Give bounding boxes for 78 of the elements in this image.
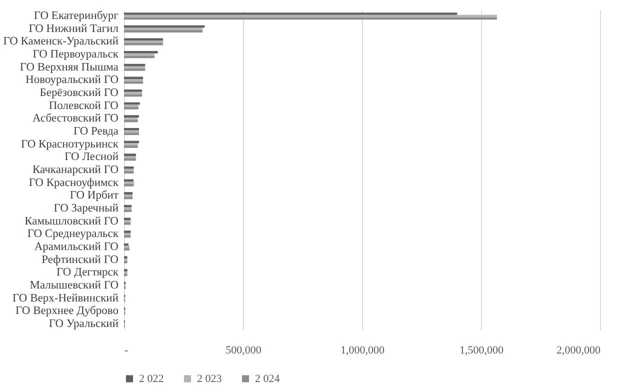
y-tick-label: ГО Верхняя Пышма (20, 61, 118, 74)
bar (124, 90, 142, 92)
x-tick-label: 500,000 (226, 344, 262, 356)
x-tick-label: 1,500,000 (460, 344, 504, 356)
y-tick-label: ГО Каменск-Уральский (3, 36, 118, 48)
y-tick-label: ГО Лесной (64, 151, 118, 164)
bar (124, 30, 203, 32)
bar (124, 230, 131, 233)
bar (124, 38, 164, 41)
bar (124, 118, 138, 120)
bar (124, 40, 164, 43)
y-tick-label: ГО Нижний Тагил (28, 22, 119, 35)
bar (124, 115, 139, 118)
y-tick-label: Качканарский ГО (32, 164, 118, 176)
legend-label: 2 024 (255, 372, 280, 385)
bar (124, 56, 154, 58)
bar (124, 28, 203, 30)
bar (124, 171, 134, 174)
y-tick-label: Рефтинский ГО (42, 254, 118, 266)
bar (124, 143, 138, 146)
bar (124, 104, 139, 108)
y-tick-label: Берёзовский ГО (40, 87, 118, 100)
legend-label: 2 022 (139, 372, 164, 385)
y-tick-label: ГО Уральский (48, 318, 118, 330)
bar (124, 154, 136, 156)
x-tick-label: 2,000,000 (556, 344, 601, 356)
bar (124, 107, 139, 110)
bar (124, 271, 128, 274)
bar (124, 220, 131, 222)
bar (124, 232, 131, 236)
bar (124, 184, 134, 186)
y-tick-label: ГО Краснотурьинск (20, 138, 119, 150)
bar (124, 192, 133, 194)
bar (124, 222, 131, 225)
y-tick-label: ГО Заречный (54, 202, 118, 214)
legend-label: 2 023 (197, 372, 222, 385)
bar (124, 256, 128, 259)
bar (124, 248, 130, 250)
bar (124, 14, 497, 18)
y-tick-label: Камышловский ГО (24, 215, 118, 228)
y-tick-label: ГО Ирбит (70, 190, 118, 202)
bar (124, 12, 458, 15)
y-tick-label: ГО Верх-Нейвинский (12, 292, 118, 304)
y-tick-label: ГО Дегтярск (56, 266, 119, 279)
bar (124, 66, 146, 69)
bar (124, 166, 134, 169)
y-tick-label: Малышевский ГО (30, 279, 118, 292)
bar (124, 68, 146, 71)
bar (124, 156, 136, 158)
y-tick-label: ГО Первоуральск (32, 48, 119, 61)
bar (124, 76, 144, 80)
y-tick-label: Арамильский ГО (34, 240, 118, 253)
bar (124, 79, 144, 82)
bar (124, 258, 128, 261)
y-tick-label: Полевской ГО (48, 100, 118, 112)
bar (124, 51, 158, 54)
bar (124, 204, 132, 208)
y-tick-label: ГО Ревда (74, 126, 118, 138)
bar (124, 132, 139, 136)
bar (124, 182, 134, 184)
bar (124, 94, 142, 97)
bar (124, 269, 128, 272)
y-tick-label: ГО Верхнее Дуброво (16, 305, 119, 318)
y-tick-label: Асбестовский ГО (32, 112, 118, 125)
bar (124, 243, 129, 246)
bar (124, 128, 139, 130)
bar (124, 274, 128, 276)
x-tick-label: - (124, 344, 128, 356)
y-tick-label: ГО Красноуфимск (28, 176, 119, 189)
bar (124, 146, 138, 148)
y-tick-label: Новоуральский ГО (26, 74, 118, 86)
y-tick-label: ГО Екатеринбург (34, 10, 119, 22)
bar (124, 194, 133, 197)
bar (124, 210, 132, 212)
bar (124, 42, 164, 46)
x-tick-label: 1,000,000 (340, 344, 385, 356)
y-tick-label: ГО Среднеуральск (27, 228, 119, 240)
bar (124, 260, 128, 264)
